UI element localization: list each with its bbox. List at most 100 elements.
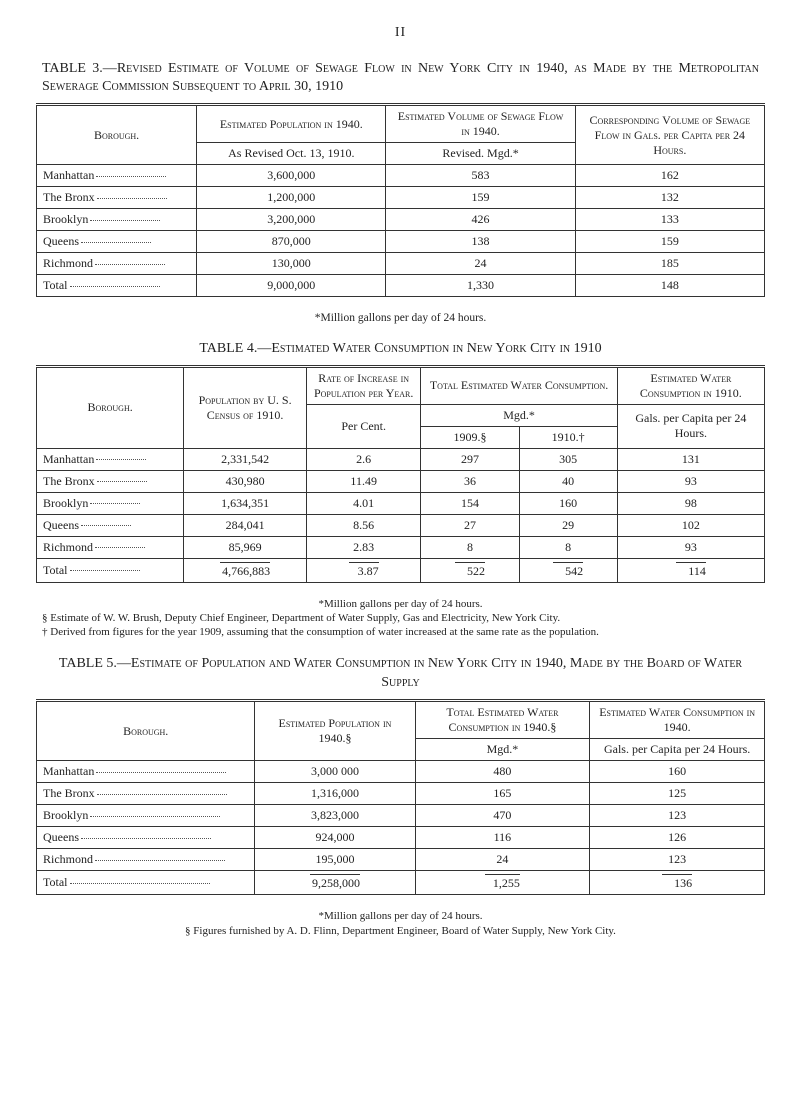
row-label: Richmond [37,536,184,558]
t5-col-tot-sub: Mgd.* [415,739,590,761]
row-label: Brooklyn [37,805,255,827]
t3-col-borough: Borough. [37,105,197,165]
data-cell: 85,969 [184,536,307,558]
data-cell: 126 [590,827,765,849]
row-label: The Bronx [37,470,184,492]
data-cell: 185 [575,253,764,275]
row-label: Manhattan [37,165,197,187]
t5-col-pop: Estimated Population in 1940.§ [255,701,415,761]
row-label: Manhattan [37,448,184,470]
t3-total-label: Total [37,275,197,297]
table3-title: TABLE 3.—Revised Estimate of Volume of S… [42,60,759,98]
row-label: The Bronx [37,187,197,209]
t4-fn-0: *Million gallons per day of 24 hours. [42,597,759,611]
data-cell: 29 [519,514,617,536]
t4-total-est: 114 [617,558,764,582]
data-cell: 3,200,000 [197,209,386,231]
t4-col-borough: Borough. [37,366,184,448]
t4-col-pop: Population by U. S. Census of 1910. [184,366,307,448]
t3-total-vol: 1,330 [386,275,575,297]
t3-total-pop: 9,000,000 [197,275,386,297]
data-cell: 130,000 [197,253,386,275]
t5-col-tot-head: Total Estimated Water Consumption in 194… [415,701,590,739]
data-cell: 1,200,000 [197,187,386,209]
table5-title: TABLE 5.—Estimate of Population and Wate… [42,655,759,693]
data-cell: 162 [575,165,764,187]
data-cell: 36 [421,470,519,492]
t4-col-y2: 1910.† [519,426,617,448]
table-row: The Bronx1,316,000165125 [37,783,765,805]
t4-total-rate: 3.87 [306,558,421,582]
data-cell: 1,316,000 [255,783,415,805]
data-cell: 154 [421,492,519,514]
t4-fn-1: § Estimate of W. W. Brush, Deputy Chief … [42,611,759,625]
t4-col-rate-sub: Per Cent. [306,404,421,448]
data-cell: 480 [415,761,590,783]
data-cell: 40 [519,470,617,492]
data-cell: 3,600,000 [197,165,386,187]
t4-total-pop: 4,766,883 [184,558,307,582]
page-number: II [36,24,765,42]
row-label: Queens [37,231,197,253]
data-cell: 27 [421,514,519,536]
data-cell: 8.56 [306,514,421,536]
table-row: Brooklyn3,823,000470123 [37,805,765,827]
data-cell: 2,331,542 [184,448,307,470]
table4-title-text: TABLE 4.—Estimated Water Consumption in … [199,341,601,356]
data-cell: 159 [575,231,764,253]
table-row: The Bronx430,98011.49364093 [37,470,765,492]
table4-title: TABLE 4.—Estimated Water Consumption in … [42,340,759,359]
table-row: Richmond85,9692.838893 [37,536,765,558]
t5-col-borough: Borough. [37,701,255,761]
data-cell: 123 [590,805,765,827]
data-cell: 102 [617,514,764,536]
t5-total-label: Total [37,871,255,895]
row-label: Richmond [37,849,255,871]
t4-col-est-head: Estimated Water Consumption in 1910. [617,366,764,404]
t4-col-rate-head: Rate of Increase in Population per Year. [306,366,421,404]
table5-footnotes: *Million gallons per day of 24 hours. § … [42,909,759,938]
data-cell: 125 [590,783,765,805]
table-row: Queens870,000138159 [37,231,765,253]
data-cell: 133 [575,209,764,231]
t4-fn-2: † Derived from figures for the year 1909… [42,625,759,639]
data-cell: 426 [386,209,575,231]
t5-fn-0: *Million gallons per day of 24 hours. [42,909,759,923]
t4-col-est-sub: Gals. per Capita per 24 Hours. [617,404,764,448]
t4-total-y1: 522 [421,558,519,582]
t5-total-est: 136 [590,871,765,895]
data-cell: 131 [617,448,764,470]
row-label: Queens [37,827,255,849]
data-cell: 8 [421,536,519,558]
data-cell: 116 [415,827,590,849]
data-cell: 138 [386,231,575,253]
t4-col-tot-mid: Mgd.* [421,404,617,426]
data-cell: 159 [386,187,575,209]
table3-note: *Million gallons per day of 24 hours. [36,311,765,325]
t5-total-pop: 9,258,000 [255,871,415,895]
t4-col-tot-head: Total Estimated Water Consumption. [421,366,617,404]
table-row: Richmond130,00024185 [37,253,765,275]
t4-total-y2: 542 [519,558,617,582]
data-cell: 870,000 [197,231,386,253]
table5: Borough. Estimated Population in 1940.§ … [36,699,765,895]
table-row: Richmond195,00024123 [37,849,765,871]
t5-col-est-sub: Gals. per Capita per 24 Hours. [590,739,765,761]
t3-total-corr: 148 [575,275,764,297]
t3-col-vol-head: Estimated Volume of Sewage Flow in 1940. [386,105,575,143]
table-row: The Bronx1,200,000159132 [37,187,765,209]
t3-col-vol-sub: Revised. Mgd.* [386,143,575,165]
table-row: Queens924,000116126 [37,827,765,849]
data-cell: 924,000 [255,827,415,849]
row-label: Brooklyn [37,492,184,514]
table-row: Queens284,0418.562729102 [37,514,765,536]
data-cell: 2.83 [306,536,421,558]
data-cell: 24 [386,253,575,275]
table3-title-text: TABLE 3.—Revised Estimate of Volume of S… [42,61,759,95]
table3: Borough. Estimated Population in 1940. E… [36,103,765,297]
table-row: Manhattan2,331,5422.6297305131 [37,448,765,470]
row-label: The Bronx [37,783,255,805]
data-cell: 8 [519,536,617,558]
row-label: Richmond [37,253,197,275]
data-cell: 2.6 [306,448,421,470]
